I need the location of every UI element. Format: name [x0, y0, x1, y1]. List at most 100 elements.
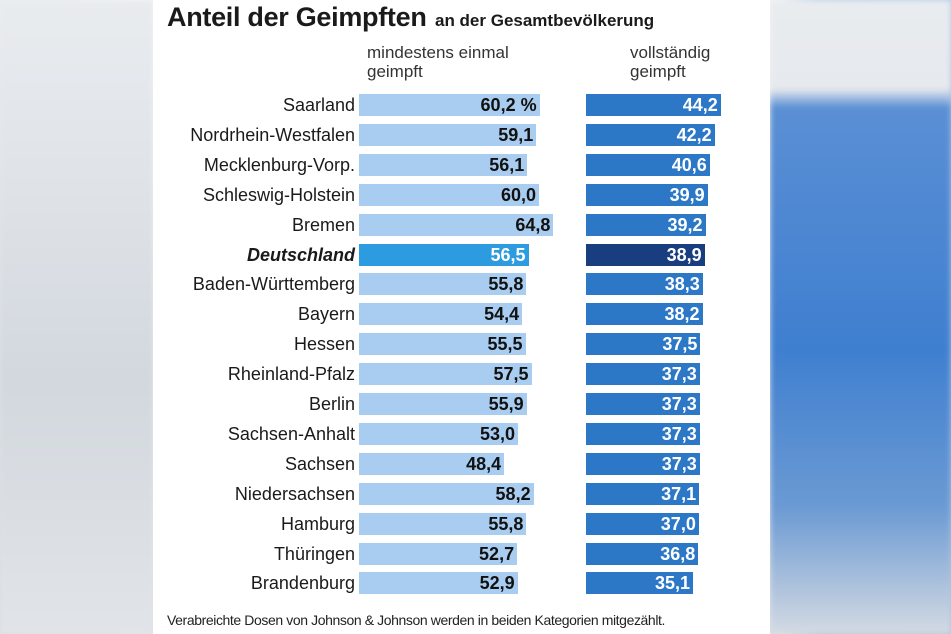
column-header-first-dose-line2: geimpft: [367, 62, 423, 81]
bar-row: Rheinland-Pfalz 57,5 37,3: [153, 363, 770, 386]
category-label: Berlin: [308, 394, 355, 414]
bar-full: 38,2: [586, 303, 703, 326]
value-label-full: 38,3: [664, 274, 700, 295]
column-header-full-line2: geimpft: [630, 62, 686, 81]
bar-first-dose: 56,1: [359, 153, 528, 176]
value-label-full: 37,1: [661, 483, 697, 504]
value-label-full: 39,9: [669, 184, 705, 205]
value-label-first-dose: 58,2: [495, 483, 531, 504]
bar-first-dose: 54,4: [359, 303, 523, 326]
chart-title-main: Anteil der Geimpften: [167, 2, 427, 32]
bar-row: Brandenburg 52,9 35,1: [153, 572, 770, 595]
bar-first-dose: 59,1: [359, 123, 537, 146]
value-label-first-dose: 48,4: [466, 453, 502, 474]
bar-full: 37,0: [586, 512, 699, 535]
bar-first-dose: 55,9: [359, 393, 527, 415]
value-label-full: 37,3: [661, 364, 697, 385]
category-label: Rheinland-Pfalz: [227, 364, 355, 385]
value-label-full: 42,2: [676, 124, 712, 145]
value-label-first-dose: 56,1: [489, 154, 525, 175]
value-label-full: 38,2: [664, 304, 700, 325]
bar-full: 44,2: [586, 94, 721, 116]
bar-full: 37,5: [586, 333, 701, 356]
category-label: Sachsen: [284, 453, 355, 474]
chart-card: Anteil der Geimpften an der Gesamtbevölk…: [153, 0, 770, 634]
bar-row: Mecklenburg-Vorp. 56,1 40,6: [153, 153, 770, 176]
bar-row: Bayern 54,4 38,2: [153, 303, 770, 326]
bar-full: 39,9: [586, 183, 708, 206]
value-label-full: 36,8: [660, 543, 696, 564]
value-label-first-dose: 57,5: [493, 364, 529, 385]
category-label: Niedersachsen: [234, 483, 355, 504]
category-label: Brandenburg: [250, 573, 355, 594]
bar-first-dose: 57,5: [359, 363, 532, 386]
value-label-full: 39,2: [667, 214, 703, 235]
bar-full: 35,1: [586, 572, 694, 595]
category-label: Mecklenburg-Vorp.: [203, 154, 355, 175]
bar-full: 37,1: [586, 482, 700, 505]
bar-first-dose: 60,0: [359, 183, 539, 206]
bar-first-dose: 55,8: [359, 512, 527, 535]
bar-full: 37,3: [586, 422, 700, 445]
bar-full: 40,6: [586, 153, 710, 176]
value-label-first-dose: 60,2 %: [480, 95, 537, 115]
category-label: Hessen: [293, 334, 355, 355]
bar-first-dose: 52,7: [359, 542, 518, 565]
category-label: Bayern: [297, 304, 355, 325]
bar-row: Nordrhein-Westfalen 59,1 42,2: [153, 123, 770, 146]
bar-first-dose: 48,4: [359, 452, 505, 475]
column-header-first-dose-line1: mindestens einmal: [367, 43, 509, 62]
bar-row: Saarland 60,2 % 44,2: [153, 94, 770, 116]
value-label-first-dose: 55,8: [488, 274, 524, 295]
bar-row: Hessen 55,5 37,5: [153, 333, 770, 356]
value-label-first-dose: 52,9: [479, 573, 515, 594]
bar-row: Thüringen 52,7 36,8: [153, 542, 770, 565]
bar-full: 37,3: [586, 363, 700, 386]
column-header-full: vollständig geimpft: [630, 43, 780, 81]
bar-row: Baden-Württemberg 55,8 38,3: [153, 273, 770, 296]
blurred-background-right: [770, 0, 951, 634]
category-label: Schleswig-Holstein: [202, 184, 355, 205]
value-label-first-dose: 55,9: [488, 394, 524, 414]
column-header-first-dose: mindestens einmal geimpft: [367, 43, 567, 81]
category-label: Deutschland: [246, 244, 355, 265]
category-label: Thüringen: [273, 543, 355, 564]
bar-full: 37,3: [586, 393, 700, 415]
bar-first-dose: 56,5: [359, 243, 529, 266]
category-label: Bremen: [291, 214, 355, 235]
value-label-first-dose: 60,0: [500, 184, 536, 205]
footnote: Verabreichte Dosen von Johnson & Johnson…: [167, 612, 666, 628]
value-label-first-dose: 53,0: [479, 423, 515, 444]
value-label-full: 37,5: [662, 334, 698, 355]
bar-full: 39,2: [586, 213, 706, 236]
category-label: Baden-Württemberg: [192, 274, 355, 295]
blurred-background-left: [0, 0, 153, 634]
bar-row: Hamburg 55,8 37,0: [153, 512, 770, 535]
value-label-first-dose: 64,8: [515, 214, 551, 235]
value-label-first-dose: 55,8: [488, 513, 524, 534]
bar-first-dose: 55,5: [359, 333, 526, 356]
bar-row: Bremen 64,8 39,2: [153, 213, 770, 236]
bar-row: Deutschland 56,5 38,9: [153, 243, 770, 266]
bar-first-dose: 60,2 %: [359, 94, 540, 116]
value-label-full: 40,6: [671, 154, 707, 175]
value-label-full: 37,3: [661, 423, 697, 444]
value-label-first-dose: 59,1: [498, 124, 534, 145]
value-label-full: 37,3: [661, 453, 697, 474]
bar-row: Sachsen-Anhalt 53,0 37,3: [153, 422, 770, 445]
category-label: Hamburg: [280, 513, 355, 534]
column-header-full-line1: vollständig: [630, 43, 711, 62]
bar-full: 38,9: [586, 243, 705, 266]
value-label-full: 38,9: [666, 244, 702, 265]
value-label-full: 37,0: [660, 513, 696, 534]
category-label: Saarland: [282, 95, 355, 115]
category-label: Nordrhein-Westfalen: [190, 124, 355, 145]
value-label-full: 35,1: [655, 573, 691, 594]
bar-row: Berlin 55,9 37,3: [153, 393, 770, 415]
bar-first-dose: 58,2: [359, 482, 534, 505]
value-label-full: 44,2: [682, 95, 718, 115]
bar-first-dose: 53,0: [359, 422, 518, 445]
bar-full: 36,8: [586, 542, 699, 565]
bar-full: 38,3: [586, 273, 703, 296]
bar-row: Schleswig-Holstein 60,0 39,9: [153, 183, 770, 206]
